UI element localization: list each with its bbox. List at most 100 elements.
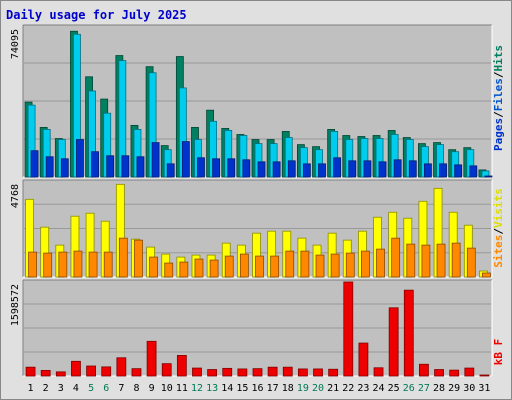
day-label-20: 20 [312,383,324,394]
bar-sites-day-15 [239,253,249,278]
bar-pages-day-24 [378,161,387,178]
bar-kbytes-day-17 [267,366,278,377]
day-label-8: 8 [133,383,139,394]
day-label-15: 15 [236,383,248,394]
day-label-18: 18 [282,383,294,394]
bar-kbytes-day-31 [479,374,490,377]
bar-sites-day-11 [179,261,189,278]
bar-sites-day-31 [482,272,491,278]
bar-pages-day-8 [136,156,145,178]
bar-pages-day-20 [318,163,326,178]
bar-kbytes-day-15 [237,368,248,377]
bar-sites-day-1 [28,251,37,278]
bar-pages-day-4 [76,139,84,178]
bar-pages-day-13 [212,158,221,178]
day-label-30: 30 [463,383,475,394]
day-label-22: 22 [342,383,354,394]
axis-label-files: Files [492,78,505,111]
bar-pages-day-18 [287,160,296,178]
bar-kbytes-day-11 [176,355,187,377]
bar-pages-day-11 [181,141,190,178]
day-label-5: 5 [88,383,94,394]
bar-sites-day-8 [134,239,143,278]
bar-sites-day-13 [209,259,219,278]
bar-pages-day-16 [257,161,266,178]
bar-sites-day-16 [255,255,264,278]
bar-sites-day-26 [406,243,416,278]
bar-pages-day-12 [197,157,205,178]
day-label-4: 4 [73,383,79,394]
bar-sites-day-22 [345,252,355,278]
bar-sites-day-5 [88,251,98,278]
bar-pages-day-5 [91,151,99,178]
bar-pages-day-26 [408,160,417,178]
bar-kbytes-day-2 [40,370,51,377]
bar-pages-day-7 [121,155,130,178]
bar-pages-day-29 [454,164,463,178]
day-label-21: 21 [327,383,339,394]
bar-kbytes-day-3 [55,371,66,377]
day-label-25: 25 [388,383,400,394]
bar-kbytes-day-8 [131,368,142,377]
day-label-9: 9 [149,383,155,394]
bar-kbytes-day-1 [25,366,36,377]
bar-sites-day-17 [270,255,280,278]
day-label-31: 31 [478,383,490,394]
axis-label-pages: Pages [492,118,505,151]
day-label-27: 27 [418,383,430,394]
bar-pages-day-31 [484,175,493,178]
day-label-2: 2 [43,383,49,394]
bar-pages-day-27 [424,163,432,178]
visits-panel-axis-label: Sites/Visits [492,188,505,268]
bar-pages-day-9 [151,142,160,178]
bar-sites-day-21 [330,253,340,278]
bar-sites-day-10 [164,262,174,278]
bar-sites-day-30 [466,247,476,278]
bar-kbytes-day-23 [358,342,369,377]
hits-panel-max-label: 74095 [10,29,21,59]
bar-pages-day-3 [60,158,69,178]
chart-title: Daily usage for July 2025 [6,8,187,22]
bar-sites-day-12 [194,258,204,278]
day-label-16: 16 [251,383,263,394]
bar-pages-day-30 [469,165,478,178]
bar-pages-day-14 [227,158,236,178]
bar-kbytes-day-29 [449,369,460,377]
day-label-26: 26 [403,383,415,394]
bar-kbytes-day-28 [434,369,444,377]
bar-kbytes-day-4 [71,360,81,377]
bar-sites-day-27 [421,244,431,278]
day-label-3: 3 [58,383,64,394]
day-label-24: 24 [373,383,385,394]
bar-kbytes-day-24 [373,367,384,377]
bar-sites-day-24 [376,248,385,278]
bar-kbytes-day-18 [282,366,293,377]
bar-kbytes-day-12 [192,367,202,377]
bar-sites-day-29 [451,242,461,278]
bar-sites-day-4 [73,250,83,278]
bar-sites-day-20 [315,254,325,278]
bar-kbytes-day-26 [403,289,414,377]
day-label-12: 12 [191,383,203,394]
axis-label-kbytes: kB F [492,339,505,366]
axis-label-visits: Visits [492,188,505,228]
bar-kbytes-day-19 [297,368,308,377]
day-label-23: 23 [357,383,369,394]
bar-kbytes-day-22 [343,281,354,377]
day-label-1: 1 [28,383,34,394]
bar-pages-day-6 [106,155,115,178]
bar-kbytes-day-27 [419,363,429,377]
bar-pages-day-2 [45,156,54,178]
bar-sites-day-25 [391,237,401,278]
day-label-17: 17 [267,383,279,394]
bar-kbytes-day-9 [146,340,157,377]
bar-pages-day-23 [363,160,372,178]
bar-sites-day-6 [103,251,113,278]
day-label-29: 29 [448,383,460,394]
day-label-11: 11 [176,383,188,394]
bar-sites-day-28 [436,243,446,278]
day-label-13: 13 [206,383,218,394]
bar-kbytes-day-5 [86,365,96,377]
